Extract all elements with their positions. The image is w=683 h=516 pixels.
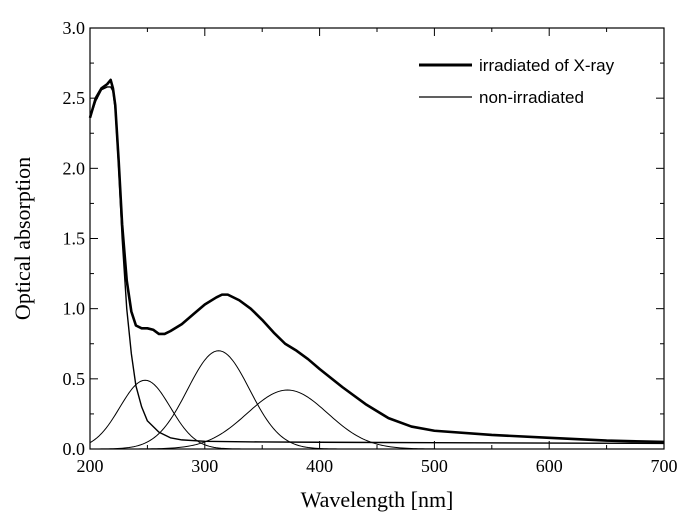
x-axis-title: Wavelength [nm] (301, 487, 454, 512)
ticks (89, 27, 665, 450)
x-tick-label: 300 (191, 456, 218, 476)
legend-label-non-irradiated: non-irradiated (479, 88, 584, 107)
y-tick-label: 1.0 (63, 299, 86, 319)
y-tick-label: 1.5 (63, 229, 86, 249)
y-tick-label: 3.0 (63, 18, 86, 38)
y-tick-label: 0.5 (63, 369, 86, 389)
legend-label-irradiated: irradiated of X-ray (479, 56, 615, 75)
y-tick-label: 2.0 (63, 158, 86, 178)
tick-labels: 200 300 400 500 600 700 0.0 0.5 1.0 1.5 2.0 2.5 3.0 (63, 18, 678, 476)
x-tick-label: 200 (77, 456, 104, 476)
component-curve-3 (90, 350, 664, 450)
x-tick-label: 400 (306, 456, 333, 476)
x-tick-label: 600 (536, 456, 563, 476)
x-tick-label: 500 (421, 456, 448, 476)
x-tick-label: 700 (651, 456, 678, 476)
legend: irradiated of X-ray non-irradiated (419, 56, 615, 107)
series-line-non-irradiated (89, 86, 665, 445)
y-axis-title: Optical absorption (10, 157, 35, 320)
series-line-irradiated-of-x-ray (88, 78, 665, 444)
y-tick-label: 0.0 (63, 439, 86, 459)
curves (88, 78, 665, 450)
y-tick-label: 2.5 (63, 88, 86, 108)
